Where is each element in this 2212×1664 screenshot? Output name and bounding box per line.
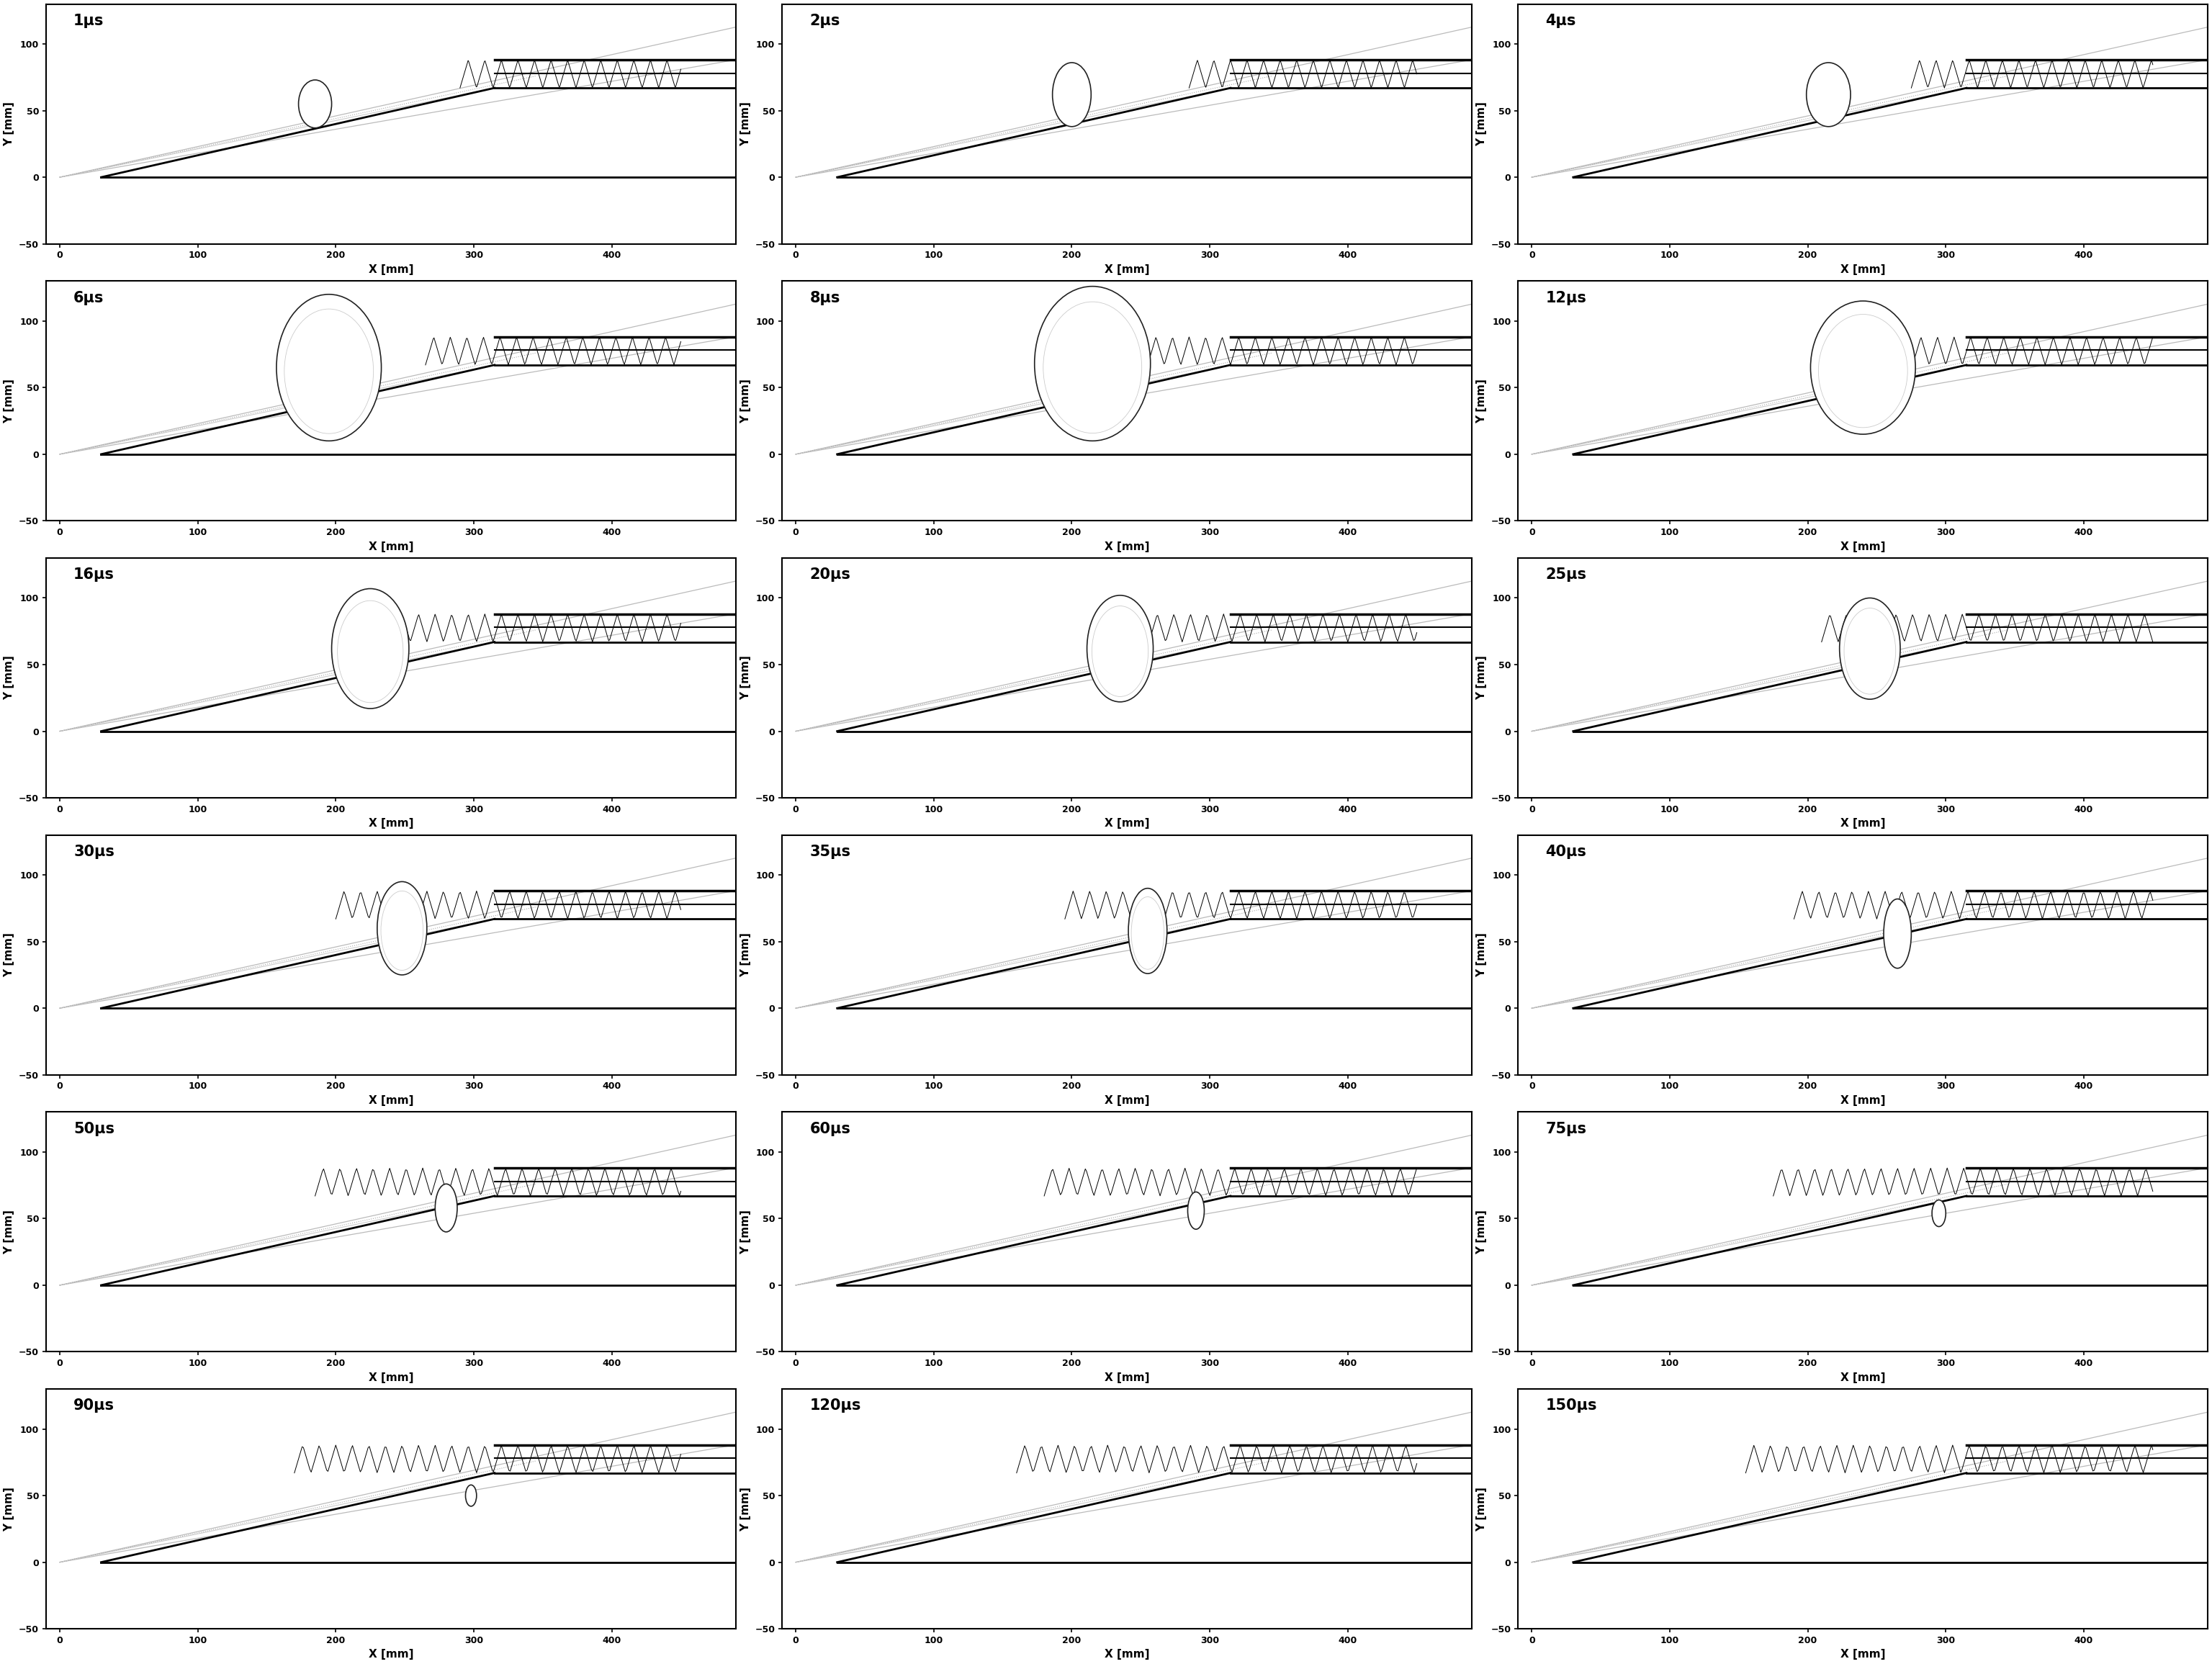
Text: 1μs: 1μs <box>73 13 104 28</box>
X-axis label: X [mm]: X [mm] <box>369 1649 414 1661</box>
Y-axis label: Y [mm]: Y [mm] <box>4 102 15 146</box>
Text: 25μs: 25μs <box>1546 567 1586 582</box>
Ellipse shape <box>465 1484 476 1506</box>
Ellipse shape <box>332 589 409 709</box>
Y-axis label: Y [mm]: Y [mm] <box>741 379 750 423</box>
X-axis label: X [mm]: X [mm] <box>1104 819 1150 829</box>
Y-axis label: Y [mm]: Y [mm] <box>4 379 15 423</box>
Y-axis label: Y [mm]: Y [mm] <box>1475 932 1486 977</box>
Ellipse shape <box>1840 597 1900 699</box>
Text: 8μs: 8μs <box>810 291 841 305</box>
X-axis label: X [mm]: X [mm] <box>369 265 414 275</box>
X-axis label: X [mm]: X [mm] <box>1840 541 1885 552</box>
X-axis label: X [mm]: X [mm] <box>369 541 414 552</box>
Y-axis label: Y [mm]: Y [mm] <box>741 1486 750 1531</box>
Text: 6μs: 6μs <box>73 291 104 305</box>
X-axis label: X [mm]: X [mm] <box>1840 1095 1885 1107</box>
Text: 90μs: 90μs <box>73 1399 115 1413</box>
Ellipse shape <box>1885 899 1911 968</box>
Text: 150μs: 150μs <box>1546 1399 1597 1413</box>
Y-axis label: Y [mm]: Y [mm] <box>1475 1486 1486 1531</box>
Ellipse shape <box>1128 889 1168 973</box>
Y-axis label: Y [mm]: Y [mm] <box>4 1210 15 1255</box>
Text: 75μs: 75μs <box>1546 1122 1586 1137</box>
Y-axis label: Y [mm]: Y [mm] <box>1475 102 1486 146</box>
Ellipse shape <box>299 80 332 128</box>
Text: 2μs: 2μs <box>810 13 841 28</box>
Text: 20μs: 20μs <box>810 567 852 582</box>
X-axis label: X [mm]: X [mm] <box>369 1095 414 1107</box>
Y-axis label: Y [mm]: Y [mm] <box>4 656 15 701</box>
Text: 120μs: 120μs <box>810 1399 860 1413</box>
Ellipse shape <box>378 882 427 975</box>
Ellipse shape <box>1812 301 1916 434</box>
Text: 4μs: 4μs <box>1546 13 1577 28</box>
X-axis label: X [mm]: X [mm] <box>1104 1649 1150 1661</box>
Y-axis label: Y [mm]: Y [mm] <box>741 656 750 701</box>
Ellipse shape <box>1807 63 1851 126</box>
X-axis label: X [mm]: X [mm] <box>1104 1373 1150 1383</box>
Ellipse shape <box>436 1185 458 1231</box>
X-axis label: X [mm]: X [mm] <box>1104 265 1150 275</box>
Y-axis label: Y [mm]: Y [mm] <box>741 1210 750 1255</box>
Ellipse shape <box>1053 63 1091 126</box>
Ellipse shape <box>276 295 380 441</box>
Ellipse shape <box>1931 1200 1947 1226</box>
Ellipse shape <box>1086 596 1152 702</box>
Y-axis label: Y [mm]: Y [mm] <box>1475 379 1486 423</box>
X-axis label: X [mm]: X [mm] <box>1104 541 1150 552</box>
X-axis label: X [mm]: X [mm] <box>1840 1373 1885 1383</box>
X-axis label: X [mm]: X [mm] <box>1104 1095 1150 1107</box>
X-axis label: X [mm]: X [mm] <box>1840 265 1885 275</box>
X-axis label: X [mm]: X [mm] <box>1840 1649 1885 1661</box>
Y-axis label: Y [mm]: Y [mm] <box>741 102 750 146</box>
Text: 16μs: 16μs <box>73 567 115 582</box>
Text: 12μs: 12μs <box>1546 291 1586 305</box>
Text: 30μs: 30μs <box>73 845 115 859</box>
Y-axis label: Y [mm]: Y [mm] <box>741 932 750 977</box>
Y-axis label: Y [mm]: Y [mm] <box>1475 656 1486 701</box>
Text: 35μs: 35μs <box>810 845 852 859</box>
Text: 60μs: 60μs <box>810 1122 852 1137</box>
Ellipse shape <box>1035 286 1150 441</box>
Y-axis label: Y [mm]: Y [mm] <box>1475 1210 1486 1255</box>
Text: 40μs: 40μs <box>1546 845 1586 859</box>
Y-axis label: Y [mm]: Y [mm] <box>4 932 15 977</box>
X-axis label: X [mm]: X [mm] <box>1840 819 1885 829</box>
Y-axis label: Y [mm]: Y [mm] <box>4 1486 15 1531</box>
Ellipse shape <box>1188 1191 1203 1230</box>
X-axis label: X [mm]: X [mm] <box>369 819 414 829</box>
Text: 50μs: 50μs <box>73 1122 115 1137</box>
X-axis label: X [mm]: X [mm] <box>369 1373 414 1383</box>
